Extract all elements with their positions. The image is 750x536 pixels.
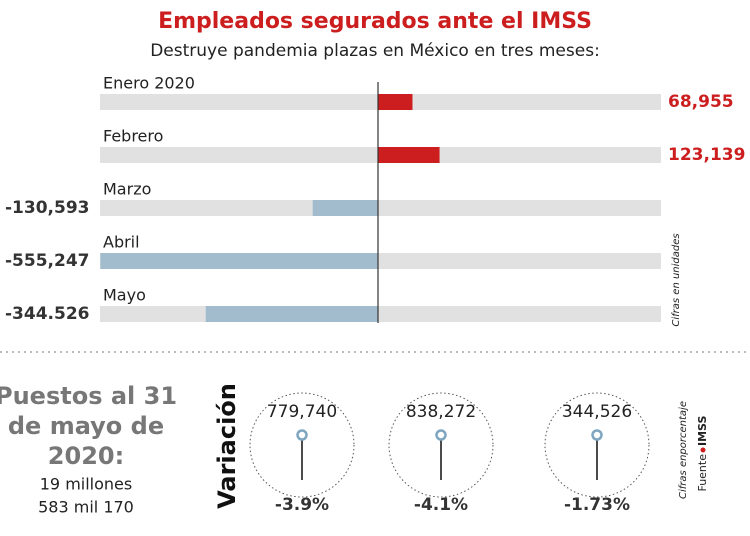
summary-total: 19 millones [40, 475, 132, 494]
gauge-circle [544, 392, 650, 498]
summary-heading: de mayo de [8, 412, 164, 440]
percent-note: Cifras enporcentaje [678, 401, 689, 499]
needle-pin [435, 429, 447, 441]
bar [378, 94, 413, 110]
source-dot [700, 447, 706, 453]
value-label: 68,955 [668, 92, 734, 112]
category-label: Abril [103, 233, 140, 252]
bar-track [100, 306, 661, 322]
category-label: Mayo [103, 286, 146, 305]
unit-note: Cifras en unidades [671, 233, 682, 326]
source: Fuente IMSS [696, 416, 709, 492]
item-percent: -4.1% [414, 495, 468, 515]
variation-label: Variación [213, 383, 241, 509]
value-label: -344.526 [5, 304, 90, 324]
gauge-circle [249, 392, 355, 498]
bar [378, 147, 440, 163]
chart-subtitle: Destruye pandemia plazas en México en tr… [150, 41, 600, 61]
gauge-circle [388, 392, 494, 498]
bar-track [100, 200, 661, 216]
summary-heading: 2020: [48, 442, 124, 470]
value-label: -555,247 [5, 251, 90, 271]
needle-pin [591, 429, 603, 441]
bar [205, 306, 378, 322]
item-percent: -1.73% [564, 495, 630, 515]
category-label: Enero 2020 [103, 74, 195, 93]
item-percent: -3.9% [275, 495, 329, 515]
bar [312, 200, 378, 216]
summary-heading: Puestos al 31 [0, 382, 177, 410]
value-label: 123,139 [668, 145, 745, 165]
bar [100, 253, 379, 269]
value-label: -130,593 [5, 198, 90, 218]
source-name: IMSS [696, 416, 709, 446]
summary: Puestos al 31 de mayo de 2020: 19 millon… [0, 382, 709, 517]
category-label: Marzo [103, 180, 151, 199]
category-label: Febrero [103, 127, 163, 146]
item-value: 838,272 [406, 402, 476, 422]
item-value: 344,526 [562, 402, 632, 422]
needle-pin [296, 429, 308, 441]
source-label: Fuente [696, 454, 709, 492]
summary-total: 583 mil 170 [38, 498, 134, 517]
chart-title: Empleados segurados ante el IMSS [158, 9, 592, 34]
item-value: 779,740 [267, 402, 337, 422]
